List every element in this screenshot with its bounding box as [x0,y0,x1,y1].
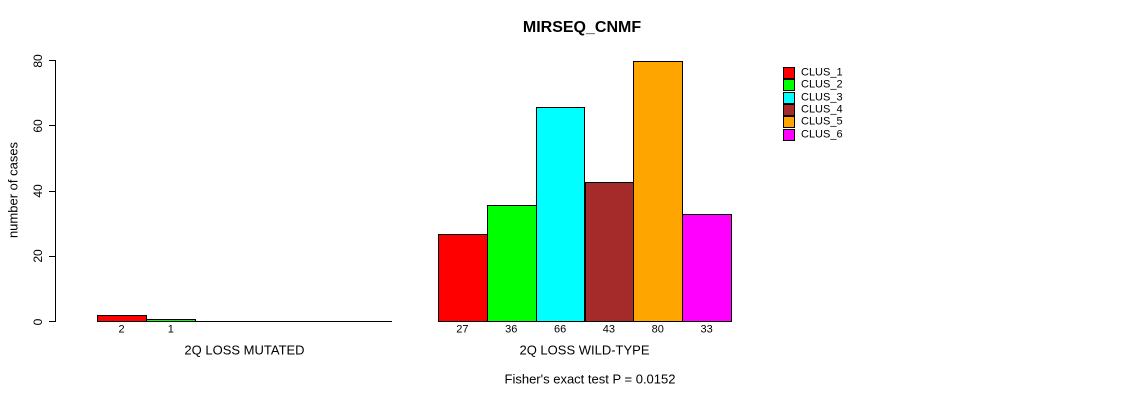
bar-value-label: 80 [651,323,664,336]
bar-clus_2 [146,318,197,322]
legend-swatch [783,103,795,116]
legend-label: CLUS_6 [801,128,843,141]
bar-clus_1 [438,233,488,322]
y-tick-mark [49,125,55,127]
legend-swatch [783,79,795,92]
legend-swatch [783,128,795,141]
bar-clus_5 [633,61,684,322]
y-tick-mark [49,321,55,322]
bar-clus_6 [682,214,732,322]
y-tick-label: 20 [31,249,45,263]
bar-clus_2 [486,204,537,322]
group-label: 2Q LOSS WILD-TYPE [519,342,650,358]
y-tick-mark [49,190,55,192]
bar-clus_3 [535,106,586,322]
bar-value-label: 2 [118,323,125,336]
y-tick-mark [49,60,55,61]
legend-label: CLUS_3 [801,91,843,104]
bar-value-label: 1 [167,323,174,336]
y-tick-mark [49,255,55,257]
x-baseline [97,321,392,322]
legend-swatch [783,67,795,79]
bar-clus_1 [97,315,148,322]
legend-label: CLUS_1 [801,66,843,79]
y-axis-line [55,60,56,322]
legend-label: CLUS_2 [801,78,843,91]
y-tick-label: 60 [31,119,45,133]
y-tick-label: 40 [31,184,45,198]
chart-title: MIRSEQ_CNMF [522,19,642,36]
y-tick-label: 0 [31,318,45,325]
legend-swatch [783,91,795,104]
legend-label: CLUS_4 [801,103,843,116]
y-tick-label: 80 [31,53,45,68]
bar-clus_4 [584,181,635,322]
bar-value-label: 66 [553,323,567,336]
bar-value-label: 33 [700,323,713,336]
bar-value-label: 36 [505,323,518,336]
bar-value-label: 43 [602,323,616,336]
group-label: 2Q LOSS MUTATED [184,342,305,358]
bar-value-label: 27 [456,323,469,336]
legend-swatch [783,116,795,129]
legend-label: CLUS_5 [801,115,843,128]
fisher-test-footnote: Fisher's exact test P = 0.0152 [504,371,676,387]
